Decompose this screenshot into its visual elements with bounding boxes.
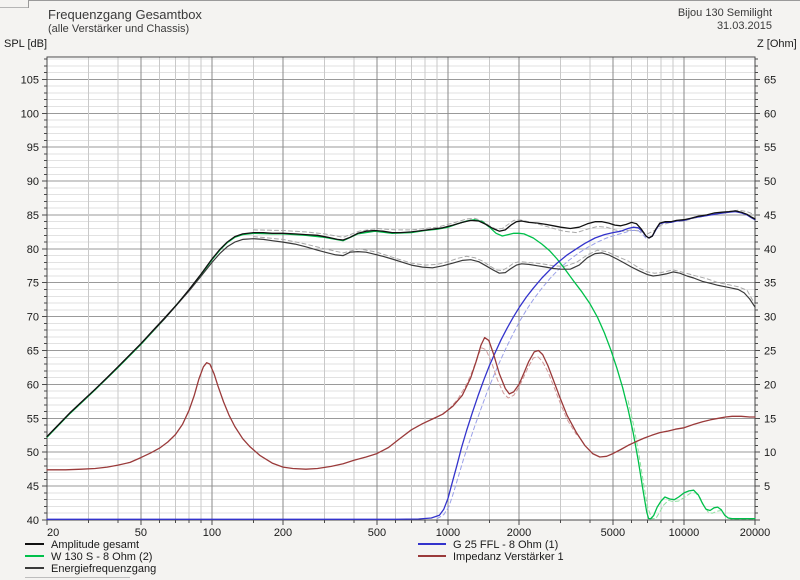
x-tick-label: 500 <box>368 527 386 539</box>
legend-label-energy: Energiefrequenzgang <box>51 563 157 575</box>
legend-cutoff-fragment <box>25 577 130 578</box>
amplitude-line-swatch <box>25 543 44 546</box>
y-right-tick-label: 60 <box>764 108 776 120</box>
y-right-tick-label: 30 <box>764 312 776 324</box>
y-left-tick-label: 55 <box>27 413 39 425</box>
legend-right-column: G 25 FFL - 8 Ohm (1) Impedanz Verstärker… <box>418 539 564 563</box>
chart-title: Frequenzgang Gesamtbox <box>48 7 202 22</box>
y-right-tick-label: 5 <box>764 481 770 493</box>
x-tick-label: 100 <box>203 527 221 539</box>
y-left-tick-label: 80 <box>27 244 39 256</box>
y-right-tick-label: 25 <box>764 346 776 358</box>
y-right-tick-label: 45 <box>764 210 776 222</box>
y-left-tick-label: 65 <box>27 346 39 358</box>
y-left-tick-label: 60 <box>27 379 39 391</box>
y-right-tick-label: 40 <box>764 244 776 256</box>
window-edge-artifact-corner-v <box>28 0 29 8</box>
y-left-tick-label: 75 <box>27 278 39 290</box>
y-right-tick-label: 10 <box>764 447 776 459</box>
chart-subtitle: (alle Verstärker und Chassis) <box>48 23 190 35</box>
y-right-tick-label: 20 <box>764 379 776 391</box>
impedance-line-swatch <box>418 555 446 558</box>
x-tick-label: 20000 <box>740 527 771 539</box>
window-edge-artifact-top <box>28 0 800 1</box>
y-right-tick-label: 55 <box>764 142 776 154</box>
y-right-tick-label: 50 <box>764 176 776 188</box>
x-tick-label: 5000 <box>601 527 625 539</box>
legend-label-woofer: W 130 S - 8 Ohm (2) <box>51 551 153 563</box>
y-left-tick-label: 100 <box>21 108 39 120</box>
project-date: 31.03.2015 <box>716 20 772 32</box>
x-tick-label: 1000 <box>436 527 460 539</box>
curve-ghost-energy <box>253 236 756 305</box>
curve-tweeter <box>46 210 756 520</box>
legend-label-impedance: Impedanz Verstärker 1 <box>453 551 564 563</box>
curve-ghost-tweeter <box>436 230 648 520</box>
legend-left-column: Amplitude gesamt W 130 S - 8 Ohm (2) Ene… <box>25 539 156 575</box>
y-right-tick-label: 35 <box>764 278 776 290</box>
y-axis-right-caption: Z [Ohm] <box>757 38 797 50</box>
y-left-tick-label: 95 <box>27 142 39 154</box>
x-tick-label: 20 <box>47 527 59 539</box>
x-tick-label: 10000 <box>669 527 700 539</box>
woofer-line-swatch <box>25 555 44 558</box>
y-axis-left-caption: SPL [dB] <box>4 38 48 50</box>
legend-label-amplitude: Amplitude gesamt <box>51 539 140 551</box>
y-left-tick-label: 50 <box>27 447 39 459</box>
legend-item-impedance: Impedanz Verstärker 1 <box>418 551 564 563</box>
curve-impedance <box>46 336 756 471</box>
project-name: Bijou 130 Semilight <box>677 7 772 19</box>
curve-energy <box>46 238 756 438</box>
y-right-tick-label: 65 <box>764 74 776 86</box>
curve-woofer <box>46 219 756 520</box>
legend-item-woofer: W 130 S - 8 Ohm (2) <box>25 551 156 563</box>
y-left-tick-label: 40 <box>27 515 39 527</box>
y-right-tick-label: 15 <box>764 413 776 425</box>
legend-label-tweeter: G 25 FFL - 8 Ohm (1) <box>453 539 559 551</box>
tweeter-line-swatch <box>418 543 446 546</box>
y-left-tick-label: 105 <box>21 74 39 86</box>
legend-item-tweeter: G 25 FFL - 8 Ohm (1) <box>418 539 564 551</box>
y-left-tick-label: 70 <box>27 312 39 324</box>
legend-item-energy: Energiefrequenzgang <box>25 563 156 575</box>
energy-line-swatch <box>25 567 44 570</box>
legend-item-amplitude: Amplitude gesamt <box>25 539 156 551</box>
curve-amplitude <box>46 210 756 438</box>
y-left-tick-label: 45 <box>27 481 39 493</box>
x-tick-label: 50 <box>135 527 147 539</box>
y-left-tick-label: 85 <box>27 210 39 222</box>
x-tick-label: 2000 <box>507 527 531 539</box>
window-edge-artifact-corner-h <box>0 7 28 8</box>
x-tick-label: 200 <box>274 527 292 539</box>
y-left-tick-label: 90 <box>27 176 39 188</box>
